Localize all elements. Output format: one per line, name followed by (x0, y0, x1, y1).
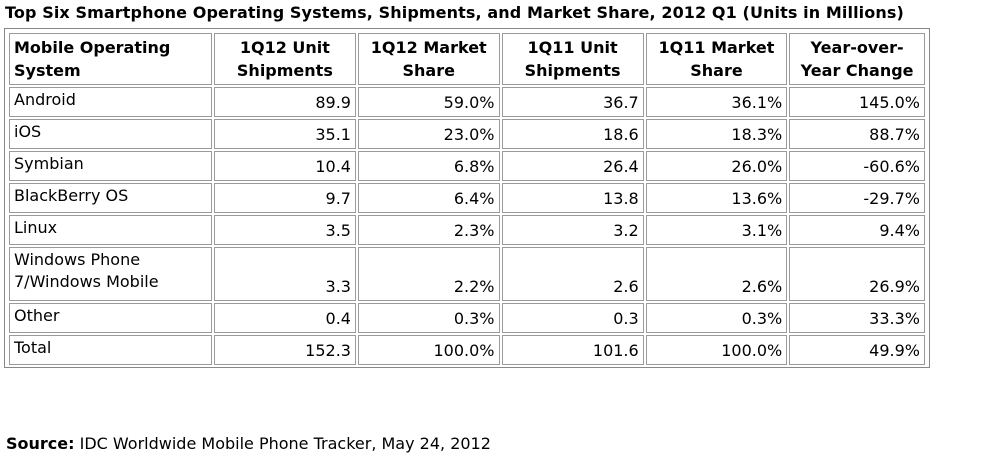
table-cell: 0.3 (501, 303, 644, 333)
table-cell: -60.6% (789, 151, 925, 181)
table-cell: 26.4 (501, 151, 644, 181)
source-label: Source: (6, 434, 75, 453)
column-header-1q11-share: 1Q11 Market Share (645, 33, 788, 85)
table-cell: 100.0% (645, 335, 788, 365)
table-cell: -29.7% (789, 183, 925, 213)
row-label: Symbian (9, 151, 212, 181)
row-label: Other (9, 303, 212, 333)
table-cell: 33.3% (789, 303, 925, 333)
row-label: iOS (9, 119, 212, 149)
table-cell: 59.0% (357, 87, 500, 117)
table-row: iOS 35.1 23.0% 18.6 18.3% 88.7% (9, 119, 925, 149)
header-row: Mobile Operating System 1Q12 Unit Shipment… (9, 33, 925, 85)
table-cell: 9.4% (789, 215, 925, 245)
table-cell: 3.3 (213, 247, 356, 301)
table-cell: 23.0% (357, 119, 500, 149)
table-cell: 2.3% (357, 215, 500, 245)
row-label: Android (9, 87, 212, 117)
table-row: Other 0.4 0.3% 0.3 0.3% 33.3% (9, 303, 925, 333)
row-label: Linux (9, 215, 212, 245)
table-cell: 10.4 (213, 151, 356, 181)
table-cell: 26.9% (789, 247, 925, 301)
column-header-os: Mobile Operating System (9, 33, 212, 85)
column-header-1q12-share: 1Q12 Market Share (357, 33, 500, 85)
table-row: BlackBerry OS 9.7 6.4% 13.8 13.6% -29.7% (9, 183, 925, 213)
table-cell: 13.8 (501, 183, 644, 213)
table-row-total: Total 152.3 100.0% 101.6 100.0% 49.9% (9, 335, 925, 365)
table-frame: Mobile Operating System 1Q12 Unit Shipment… (4, 28, 930, 368)
table-cell: 89.9 (213, 87, 356, 117)
table-cell: 18.6 (501, 119, 644, 149)
table-cell: 2.2% (357, 247, 500, 301)
row-label: Windows Phone 7/Windows Mobile (9, 247, 212, 301)
table-cell: 36.1% (645, 87, 788, 117)
table-cell: 0.3% (357, 303, 500, 333)
table-row: Linux 3.5 2.3% 3.2 3.1% 9.4% (9, 215, 925, 245)
table-cell: 49.9% (789, 335, 925, 365)
table-cell: 101.6 (501, 335, 644, 365)
table-cell: 100.0% (357, 335, 500, 365)
table-cell: 36.7 (501, 87, 644, 117)
table-cell: 9.7 (213, 183, 356, 213)
table-title: Top Six Smartphone Operating Systems, Sh… (5, 3, 904, 22)
table-row: Symbian 10.4 6.8% 26.4 26.0% -60.6% (9, 151, 925, 181)
table-cell: 88.7% (789, 119, 925, 149)
table-cell: 18.3% (645, 119, 788, 149)
row-label: Total (9, 335, 212, 365)
table-cell: 13.6% (645, 183, 788, 213)
table-cell: 0.4 (213, 303, 356, 333)
source-text: IDC Worldwide Mobile Phone Tracker, May … (79, 434, 491, 453)
table-cell: 2.6% (645, 247, 788, 301)
table-cell: 6.8% (357, 151, 500, 181)
table-row: Android 89.9 59.0% 36.7 36.1% 145.0% (9, 87, 925, 117)
table-cell: 3.5 (213, 215, 356, 245)
table-cell: 0.3% (645, 303, 788, 333)
table-cell: 26.0% (645, 151, 788, 181)
source-note: Source: IDC Worldwide Mobile Phone Track… (6, 434, 491, 453)
table-row: Windows Phone 7/Windows Mobile 3.3 2.2% 2… (9, 247, 925, 301)
table-cell: 3.2 (501, 215, 644, 245)
market-share-table: Mobile Operating System 1Q12 Unit Shipment… (7, 31, 927, 367)
row-label: BlackBerry OS (9, 183, 212, 213)
column-header-1q11-shipments: 1Q11 Unit Shipments (501, 33, 644, 85)
column-header-1q12-shipments: 1Q12 Unit Shipments (213, 33, 356, 85)
column-header-yoy-change: Year-over- Year Change (789, 33, 925, 85)
table-cell: 2.6 (501, 247, 644, 301)
table-cell: 6.4% (357, 183, 500, 213)
table-cell: 152.3 (213, 335, 356, 365)
table-cell: 35.1 (213, 119, 356, 149)
table-cell: 145.0% (789, 87, 925, 117)
table-cell: 3.1% (645, 215, 788, 245)
